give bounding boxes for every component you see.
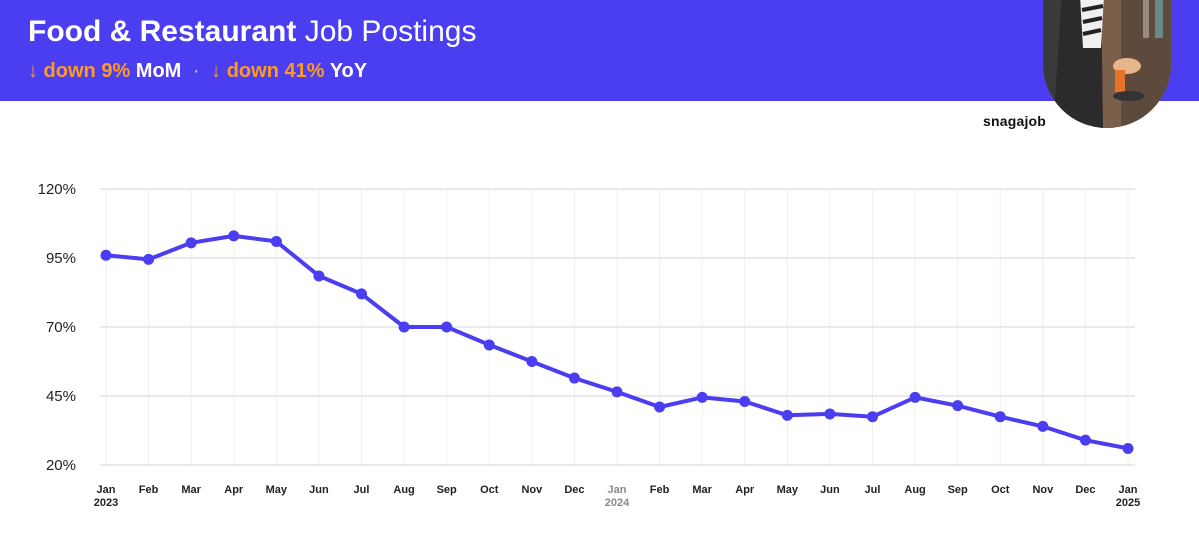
x-tick-year: 2024 [605,497,630,509]
x-tick-label: Jun [820,484,840,496]
x-tick-label: Aug [904,484,925,496]
snagajob-logo: snagajob [983,113,1047,129]
mom-label: MoM [135,60,182,82]
x-tick-label: Mar [181,484,201,496]
series-points [100,230,1134,454]
restaurant-worker-photo [1043,0,1171,128]
data-point [909,391,921,403]
x-tick-label: Nov [521,484,543,496]
data-point [1122,442,1134,454]
data-point [952,400,964,412]
x-tick-label: Sep [437,484,457,496]
data-point [483,339,495,351]
x-tick-label: Aug [393,484,414,496]
mom-change: ↓ down 9% [28,60,131,82]
y-tick-label: 70% [46,319,76,336]
x-tick-label: Dec [564,484,584,496]
x-tick-label: Jan [97,484,116,496]
x-tick-label: Feb [650,484,670,496]
x-tick-label: Jun [309,484,329,496]
y-tick-label: 45% [46,388,76,405]
x-tick-label: Oct [991,484,1010,496]
data-point [781,409,793,421]
data-point [143,253,155,265]
y-tick-label: 120% [38,181,76,198]
header-banner [0,0,1199,101]
data-point [100,249,112,261]
data-point [739,396,751,408]
x-tick-year: 2023 [94,497,118,509]
data-point [441,321,453,333]
data-point [994,411,1006,423]
data-point [1037,420,1049,432]
data-point [185,237,197,249]
y-axis: 120% 95% 70% 45% 20% [38,181,76,474]
separator: · [192,60,200,82]
x-tick-label: Sep [948,484,968,496]
x-tick-label: Apr [224,484,244,496]
x-tick-label: Mar [692,484,712,496]
x-tick-year: 2025 [1116,497,1140,509]
data-point [313,270,325,282]
data-point [270,235,282,247]
y-tick-label: 95% [46,250,76,267]
data-point [867,411,878,423]
data-point [398,321,410,333]
grid [100,188,1135,466]
change-summary: ↓ down 9% MoM · ↓ down 41% YoY [28,60,367,83]
data-point [611,386,623,398]
data-point [356,288,367,300]
data-point [824,408,836,420]
x-tick-label: Oct [480,484,499,496]
x-tick-label: Dec [1075,484,1095,496]
y-tick-label: 20% [46,457,76,474]
data-point [696,391,708,403]
title-bold: Food & Restaurant [28,15,297,48]
yoy-change: ↓ down 41% [211,60,325,82]
x-tick-label: Feb [139,484,159,496]
data-point [654,401,666,413]
x-tick-label: Apr [735,484,755,496]
x-tick-label: Jul [354,484,370,496]
title-light: Job Postings [304,15,477,48]
data-point [228,230,240,242]
x-tick-label: Jul [865,484,881,496]
x-tick-label: May [266,484,288,496]
x-tick-label: May [777,484,799,496]
x-tick-label: Jan [608,484,627,496]
data-point [526,356,538,367]
data-point [1079,434,1091,446]
yoy-label: YoY [329,60,368,82]
data-point [568,372,580,384]
page-title: Food & Restaurant Job Postings [28,15,476,49]
x-tick-label: Jan [1119,484,1138,496]
x-tick-label: Nov [1032,484,1054,496]
